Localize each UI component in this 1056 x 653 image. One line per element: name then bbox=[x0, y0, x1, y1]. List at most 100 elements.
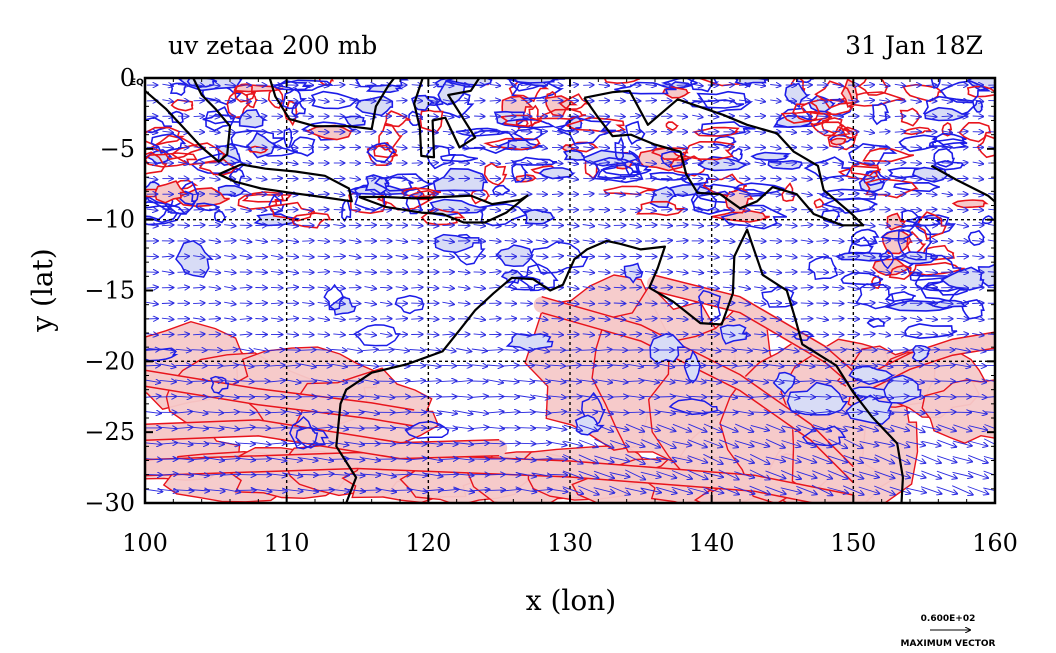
wind-vector bbox=[177, 256, 190, 257]
wind-vector bbox=[474, 116, 485, 117]
negative-vorticity-contour bbox=[649, 333, 686, 365]
wind-vector bbox=[769, 334, 782, 335]
wind-vector bbox=[738, 241, 751, 242]
wind-vector bbox=[411, 287, 423, 288]
wind-vector bbox=[832, 178, 844, 180]
x-tick-label: 160 bbox=[972, 529, 1018, 557]
wind-vector bbox=[660, 287, 673, 288]
wind-vector bbox=[177, 162, 189, 164]
wind-vector bbox=[224, 147, 236, 148]
wind-vector bbox=[551, 256, 564, 257]
wind-vector bbox=[489, 318, 501, 319]
wind-vector bbox=[235, 490, 256, 491]
positive-vorticity-contour bbox=[698, 78, 760, 87]
wind-vector bbox=[801, 147, 812, 148]
wind-vector bbox=[707, 225, 719, 226]
wind-vector bbox=[532, 428, 551, 429]
wind-vector bbox=[348, 271, 361, 272]
wind-vector bbox=[396, 194, 407, 195]
wind-vector bbox=[800, 225, 813, 226]
wind-vector bbox=[209, 116, 220, 117]
wind-vector bbox=[629, 271, 641, 273]
positive-vorticity-contour bbox=[145, 451, 854, 496]
wind-vector bbox=[816, 272, 828, 273]
wind-vector bbox=[770, 162, 781, 163]
wind-vector bbox=[208, 256, 221, 258]
wind-vector bbox=[318, 147, 329, 148]
wind-vector bbox=[878, 334, 891, 336]
wind-vector bbox=[458, 131, 470, 133]
wind-vector bbox=[193, 256, 205, 258]
wind-vector bbox=[770, 85, 781, 86]
wind-vector bbox=[302, 131, 314, 133]
wind-vector bbox=[396, 178, 407, 179]
wind-vector bbox=[317, 287, 330, 288]
wind-vector bbox=[582, 240, 595, 242]
wind-vector bbox=[692, 147, 703, 148]
wind-vector bbox=[333, 225, 345, 227]
wind-vector bbox=[831, 272, 844, 273]
wind-vector bbox=[816, 116, 828, 117]
negative-vorticity-contour bbox=[931, 132, 967, 146]
wind-vector bbox=[161, 318, 174, 319]
wind-vector bbox=[317, 272, 330, 273]
wind-vector bbox=[240, 132, 251, 133]
x-tick-label: 100 bbox=[122, 529, 168, 557]
wind-vector bbox=[832, 209, 844, 211]
wind-vector bbox=[535, 318, 548, 320]
wind-vector bbox=[162, 131, 173, 132]
negative-vorticity-contour bbox=[900, 209, 922, 228]
wind-vector bbox=[209, 84, 220, 85]
wind-vector bbox=[629, 163, 641, 164]
wind-vector bbox=[224, 225, 236, 226]
wind-vector bbox=[206, 365, 223, 366]
negative-vorticity-contour bbox=[906, 254, 962, 278]
wind-vector bbox=[972, 225, 984, 226]
wind-vector bbox=[769, 271, 782, 272]
wind-vector bbox=[380, 131, 392, 132]
wind-vector bbox=[333, 100, 345, 102]
wind-vector bbox=[551, 194, 563, 195]
wind-vector bbox=[177, 225, 190, 226]
y-axis-label: y (lat) bbox=[26, 248, 59, 332]
wind-vector bbox=[333, 193, 345, 195]
wind-vector bbox=[146, 131, 158, 133]
wind-vector bbox=[629, 334, 641, 335]
wind-vector bbox=[925, 163, 937, 164]
wind-vector bbox=[770, 100, 781, 102]
wind-vector bbox=[175, 349, 191, 350]
wind-vector bbox=[426, 287, 439, 288]
y-tick-label: 0 bbox=[120, 64, 135, 92]
wind-vector bbox=[255, 240, 267, 242]
wind-vector bbox=[660, 225, 673, 226]
wind-vector bbox=[535, 240, 548, 242]
positive-vorticity-contour bbox=[145, 419, 500, 444]
wind-vector bbox=[816, 241, 828, 242]
wind-vector bbox=[504, 318, 517, 319]
positive-vorticity-contour bbox=[813, 198, 825, 209]
wind-vector bbox=[364, 334, 377, 335]
wind-vector bbox=[957, 131, 968, 132]
wind-vector bbox=[349, 178, 360, 180]
wind-vector bbox=[863, 100, 875, 101]
wind-vector bbox=[162, 100, 173, 102]
wind-vector bbox=[318, 132, 329, 133]
wind-vector bbox=[191, 350, 206, 351]
wind-vector bbox=[941, 116, 953, 117]
wind-vector bbox=[255, 116, 267, 117]
wind-vector bbox=[349, 132, 360, 133]
wind-vector bbox=[783, 365, 799, 366]
wind-vector bbox=[347, 349, 362, 352]
wind-vector bbox=[193, 241, 205, 242]
wind-vector bbox=[832, 84, 844, 86]
wind-vector bbox=[629, 241, 641, 242]
wind-vector bbox=[255, 303, 267, 304]
wind-vector bbox=[209, 147, 220, 148]
positive-vorticity-contour bbox=[290, 212, 332, 229]
positive-vorticity-contour bbox=[665, 121, 679, 132]
wind-vector bbox=[442, 178, 454, 179]
wind-vector bbox=[848, 209, 859, 210]
wind-vector bbox=[691, 303, 704, 304]
wind-vector bbox=[909, 272, 922, 273]
wind-vector bbox=[286, 271, 299, 273]
